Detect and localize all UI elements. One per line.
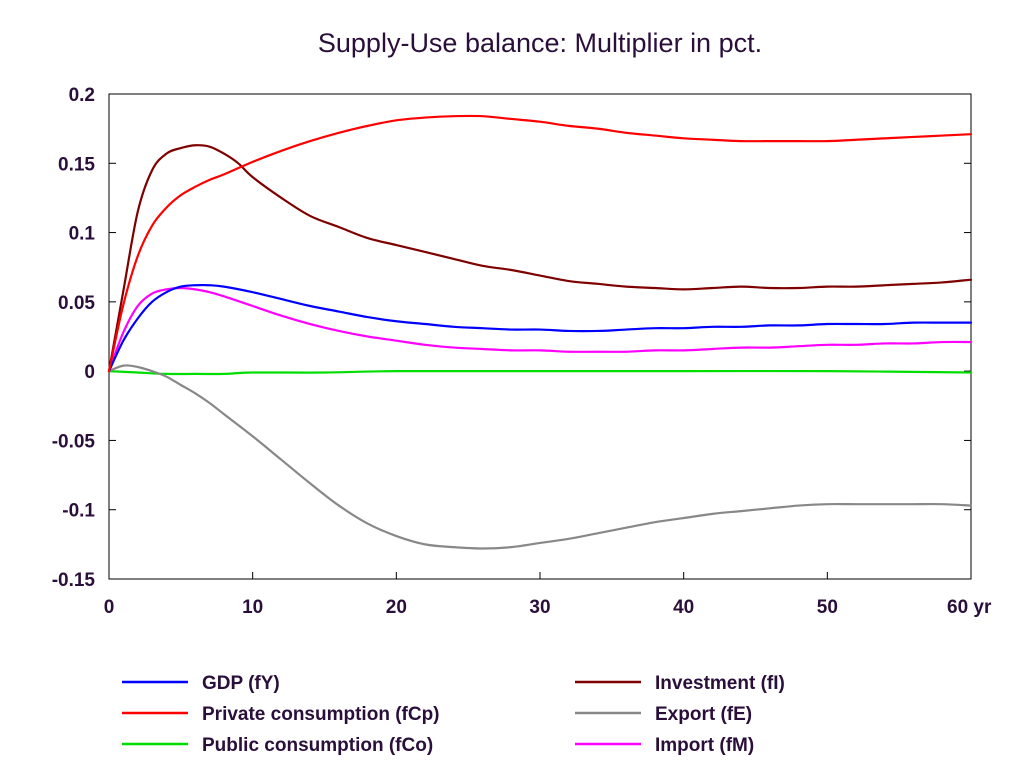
y-tick-label: -0.05 [52, 431, 96, 452]
series-lines [107, 114, 973, 550]
series-line-2 [107, 369, 973, 376]
x-tick-label: 60 yr [947, 597, 992, 618]
y-tick-label: 0 [84, 362, 95, 383]
legend-label: Public consumption (fCo) [202, 735, 433, 756]
y-tick-label: -0.15 [52, 570, 96, 591]
y-tick-label: -0.1 [62, 501, 95, 522]
legend-label: GDP (fY) [202, 673, 280, 694]
legend-label: Export (fE) [655, 704, 752, 725]
series-line-5 [107, 286, 973, 373]
plot-frame [108, 93, 972, 580]
legend-label: Import (fM) [655, 735, 754, 756]
x-tick-label: 50 [817, 597, 838, 618]
y-tick-label: 0.15 [58, 154, 95, 175]
plot-border [108, 93, 972, 580]
series-line-0 [107, 283, 973, 373]
y-tick-label: 0.1 [69, 224, 96, 245]
legend-label: Private consumption (fCp) [202, 704, 440, 725]
x-tick-label: 30 [529, 597, 550, 618]
x-tick-label: 40 [673, 597, 694, 618]
x-axis: 0 10 20 30 40 50 60 yr [104, 572, 992, 618]
x-tick-label: 20 [386, 597, 407, 618]
series-line-3 [107, 144, 973, 373]
series-line-1 [107, 114, 973, 373]
chart-title: Supply-Use balance: Multiplier in pct. [318, 28, 762, 58]
x-tick-label: 10 [242, 597, 263, 618]
y-axis: 0.2 0.15 0.1 0.05 0 -0.05 -0.1 -0.15 [52, 85, 971, 591]
y-tick-label: 0.05 [58, 293, 95, 314]
legend-label: Investment (fI) [655, 673, 785, 694]
y-tick-label: 0.2 [69, 85, 95, 106]
legend: GDP (fY) Private consumption (fCp) Public … [122, 673, 785, 756]
x-tick-label: 0 [104, 597, 115, 618]
series-line-4 [107, 364, 973, 550]
